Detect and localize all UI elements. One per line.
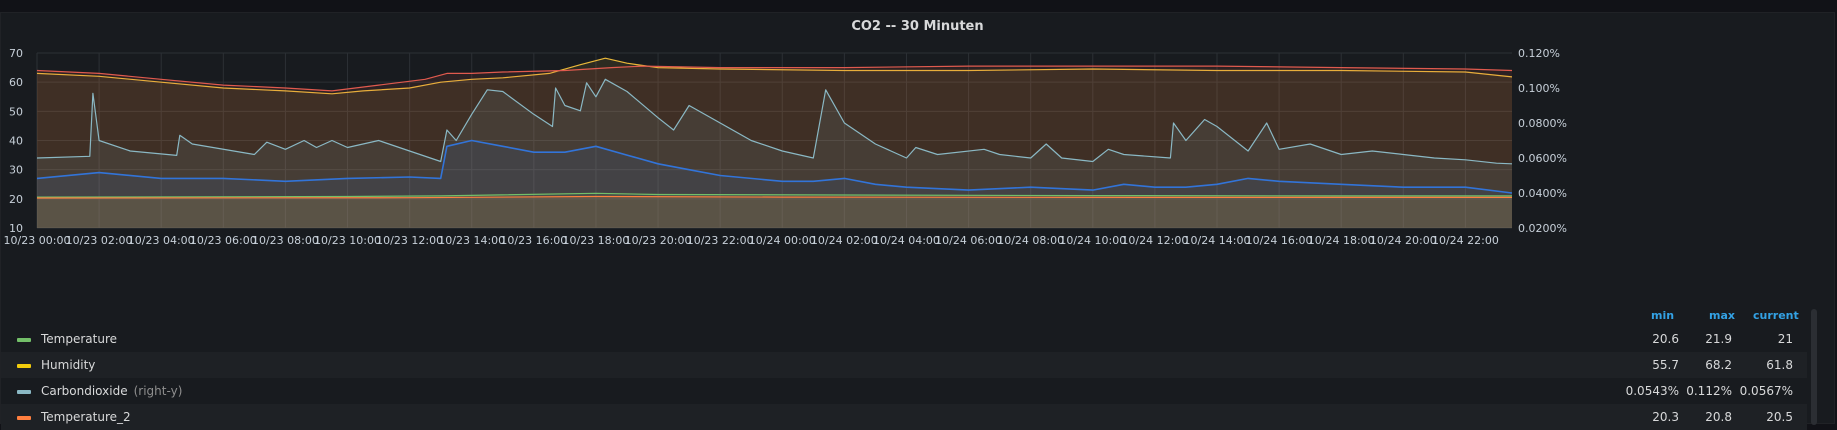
legend-series-label[interactable]: Carbondioxide (right-y) — [41, 378, 182, 404]
x-tick-label: 10/23 02:00 — [66, 234, 133, 247]
legend-swatch[interactable] — [17, 364, 31, 368]
x-tick-label: 10/23 14:00 — [438, 234, 505, 247]
legend-min: 20.6 — [1652, 332, 1679, 346]
legend-header: min max current — [1, 309, 1807, 327]
series-layer — [37, 57, 1512, 228]
legend-series-name[interactable]: Temperature — [41, 332, 118, 346]
legend-max: 0.112% — [1686, 384, 1732, 398]
legend-swatch[interactable] — [17, 338, 31, 342]
y-right-tick-label: 0.100% — [1518, 82, 1560, 95]
legend-header-current[interactable]: current — [1753, 309, 1799, 322]
graph-panel: CO2 -- 30 Minuten 10 20 30 40 50 60 70 0.0200% 0… — [0, 12, 1835, 430]
series-line-carbondioxide-2[interactable] — [37, 139, 1512, 194]
x-tick-label: 10/24 08:00 — [997, 234, 1064, 247]
x-tick-label: 10/23 06:00 — [190, 234, 257, 247]
x-tick-label: 10/24 04:00 — [873, 234, 940, 247]
x-tick-label: 10/23 12:00 — [376, 234, 443, 247]
chart: 10 20 30 40 50 60 70 0.0200% 0.0400% 0.0600% 0.080… — [4, 47, 1567, 247]
y-right-tick-label: 0.0600% — [1518, 152, 1567, 165]
x-tick-label: 10/23 10:00 — [314, 234, 381, 247]
legend-min: 20.3 — [1652, 410, 1679, 424]
legend-scrollbar[interactable] — [1811, 309, 1817, 425]
series-area-carbondioxide — [37, 79, 1512, 228]
series-area-humidity-2 — [37, 66, 1512, 228]
x-tick-label: 10/24 14:00 — [1184, 234, 1251, 247]
series-line-humidity[interactable] — [37, 57, 1512, 95]
y-left-tick-label: 30 — [9, 164, 23, 177]
x-tick-label: 10/23 08:00 — [252, 234, 319, 247]
legend-header-max[interactable]: max — [1709, 309, 1735, 322]
legend-current: 61.8 — [1766, 358, 1793, 372]
legend-axis-note: (right-y) — [133, 384, 183, 398]
y-left-tick-label: 70 — [9, 47, 23, 60]
series-area-temperature-2 — [37, 196, 1512, 228]
x-tick-label: 10/23 18:00 — [562, 234, 629, 247]
y-left-tick-label: 20 — [9, 193, 23, 206]
series-line-temperature-2[interactable] — [37, 195, 1512, 199]
y-left-tick-label: 60 — [9, 76, 23, 89]
chart-axes: 10 20 30 40 50 60 70 0.0200% 0.0400% 0.0600% 0.080… — [4, 47, 1567, 247]
x-tick-label: 10/24 16:00 — [1246, 234, 1313, 247]
x-tick-label: 10/24 12:00 — [1121, 234, 1188, 247]
y-right-tick-label: 0.120% — [1518, 47, 1560, 60]
x-tick-label: 10/23 04:00 — [128, 234, 195, 247]
y-right-tick-label: 0.0800% — [1518, 117, 1567, 130]
x-tick-label: 10/23 16:00 — [500, 234, 567, 247]
legend-current: 21 — [1777, 332, 1793, 346]
legend-min: 0.0543% — [1625, 384, 1679, 398]
legend-swatch[interactable] — [17, 416, 31, 420]
x-tick-label: 10/24 00:00 — [749, 234, 816, 247]
legend-min: 55.7 — [1652, 358, 1679, 372]
legend-max: 20.8 — [1705, 410, 1732, 424]
legend-series-name[interactable]: Humidity — [41, 358, 96, 372]
x-tick-label: 10/24 20:00 — [1370, 234, 1437, 247]
legend-max: 21.9 — [1705, 332, 1732, 346]
legend-row-humidity[interactable]: Humidity 55.7 68.2 61.8 — [1, 352, 1807, 378]
series-area-temperature — [37, 193, 1512, 228]
x-tick-label: 10/23 20:00 — [625, 234, 692, 247]
panel-title[interactable]: CO2 -- 30 Minuten — [851, 19, 984, 34]
x-tick-label: 10/24 02:00 — [811, 234, 878, 247]
legend-max: 68.2 — [1705, 358, 1732, 372]
y-left-tick-label: 40 — [9, 135, 23, 148]
legend-row-temperature[interactable]: Temperature 20.6 21.9 21 — [1, 326, 1807, 352]
legend-header-min[interactable]: min — [1651, 309, 1675, 322]
series-line-carbondioxide[interactable] — [37, 78, 1512, 165]
chart-grid — [36, 52, 1512, 229]
legend-current: 0.0567% — [1739, 384, 1793, 398]
x-tick-label: 10/24 06:00 — [935, 234, 1002, 247]
series-area-carbondioxide-2 — [37, 140, 1512, 228]
y-left-tick-label: 10 — [9, 222, 23, 235]
x-tick-label: 10/23 00:00 — [4, 234, 71, 247]
legend-row-carbondioxide[interactable]: Carbondioxide (right-y) 0.0543% 0.112% 0.… — [1, 378, 1807, 404]
legend-current: 20.5 — [1766, 410, 1793, 424]
legend-series-name[interactable]: Temperature_2 — [41, 410, 131, 424]
legend-series-name[interactable]: Carbondioxide — [41, 384, 128, 398]
x-tick-label: 10/24 18:00 — [1308, 234, 1375, 247]
x-tick-label: 10/24 10:00 — [1059, 234, 1126, 247]
series-line-temperature[interactable] — [37, 192, 1512, 198]
y-right-tick-label: 0.0400% — [1518, 187, 1567, 200]
x-tick-label: 10/23 22:00 — [687, 234, 754, 247]
x-tick-label: 10/24 22:00 — [1432, 234, 1499, 247]
y-left-tick-label: 50 — [9, 105, 23, 118]
y-right-tick-label: 0.0200% — [1518, 222, 1567, 235]
legend-swatch[interactable] — [17, 390, 31, 394]
series-line-humidity-2[interactable] — [37, 65, 1512, 92]
legend-row-temperature-2[interactable]: Temperature_2 20.3 20.8 20.5 — [1, 404, 1807, 430]
